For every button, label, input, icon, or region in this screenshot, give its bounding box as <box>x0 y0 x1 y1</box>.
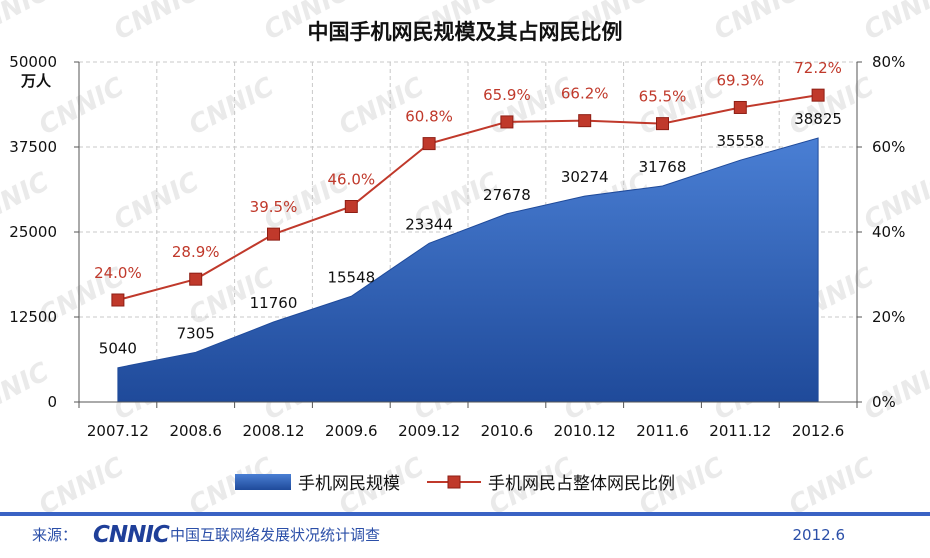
legend-label-line: 手机网民占整体网民比例 <box>488 474 675 494</box>
footer-source-label: 来源： <box>32 526 77 544</box>
watermark-text: CNNIC <box>634 72 729 141</box>
legend: 手机网民规模 手机网民占整体网民比例 <box>235 474 675 494</box>
area-series-shape <box>117 137 819 403</box>
x-tick-label: 2011.12 <box>709 422 771 440</box>
area-series <box>117 137 819 403</box>
left-tick-label: 50000 <box>9 53 57 71</box>
area-data-label: 38825 <box>794 110 842 128</box>
area-data-label: 7305 <box>177 324 215 342</box>
x-tick-label: 2012.6 <box>792 422 845 440</box>
watermark-text: CNNIC <box>484 72 579 141</box>
area-data-label: 15548 <box>327 268 375 286</box>
line-marker <box>733 100 747 114</box>
watermark-text: CNNIC <box>859 0 930 46</box>
left-tick-label: 37500 <box>9 138 57 156</box>
watermark-text: CNNIC <box>0 357 54 426</box>
right-tick-label: 60% <box>872 138 905 156</box>
line-data-label: 65.5% <box>639 88 687 106</box>
footer-divider <box>0 512 930 516</box>
watermark-text: CNNIC <box>0 0 54 46</box>
line-marker <box>500 115 514 129</box>
line-marker <box>111 293 125 307</box>
legend-marker-line <box>447 475 461 489</box>
right-tick-label: 0% <box>872 393 896 411</box>
x-tick-label: 2009.6 <box>325 422 378 440</box>
line-marker <box>189 272 203 286</box>
x-tick-label: 2011.6 <box>636 422 689 440</box>
area-data-labels: 5040 7305 11760 15548 23344 27678 30274 31768 35… <box>99 110 842 358</box>
line-marker <box>267 227 280 241</box>
watermark-text: CNNIC <box>709 0 804 46</box>
right-tick-label: 40% <box>872 223 905 241</box>
x-tick-label: 2010.12 <box>554 422 616 440</box>
left-axis-ticks: 0 12500 25000 37500 50000 <box>9 53 79 411</box>
x-tick-label: 2007.12 <box>87 422 149 440</box>
line-marker <box>811 88 825 102</box>
line-data-label: 28.9% <box>172 243 220 261</box>
line-marker <box>656 117 669 131</box>
area-data-label: 27678 <box>483 186 531 204</box>
cnnic-logo-text: CNNIC <box>93 522 170 548</box>
area-data-label: 31768 <box>639 158 687 176</box>
area-data-label: 11760 <box>250 294 298 312</box>
left-tick-label: 12500 <box>9 308 57 326</box>
x-tick-label: 2008.12 <box>242 422 304 440</box>
x-tick-label: 2009.12 <box>398 422 460 440</box>
line-data-label: 60.8% <box>405 108 453 126</box>
line-data-label: 24.0% <box>94 264 142 282</box>
line-series <box>111 88 825 307</box>
watermark-text: CNNIC <box>334 72 429 141</box>
area-data-label: 5040 <box>99 340 137 358</box>
line-data-labels: 24.0% 28.9% 39.5% 46.0% 60.8% 65.9% 66.2% 65.5%… <box>94 59 842 282</box>
watermark-text: CNNIC <box>784 452 879 521</box>
cnnic-logo: CNNIC <box>93 522 171 548</box>
right-axis-ticks: 0% 20% 40% 60% 80% <box>857 53 905 411</box>
line-marker <box>578 114 592 128</box>
watermark-text: CNNIC <box>34 452 129 521</box>
line-data-label: 39.5% <box>250 198 298 216</box>
left-tick-label: 0 <box>47 393 57 411</box>
x-axis-ticks: 2007.12 2008.6 2008.12 2009.6 2009.12 2010.6 2… <box>78 402 858 440</box>
area-data-label: 30274 <box>561 168 609 186</box>
footer-survey-name: 中国互联网络发展状况统计调查 <box>170 526 380 544</box>
x-tick-label: 2008.6 <box>169 422 222 440</box>
watermark-text: CNNIC <box>184 72 279 141</box>
left-tick-label: 25000 <box>9 223 57 241</box>
footer-date: 2012.6 <box>793 526 846 544</box>
line-marker <box>344 200 358 213</box>
line-data-label: 65.9% <box>483 86 531 104</box>
line-data-label: 69.3% <box>716 71 764 89</box>
right-tick-label: 80% <box>872 53 905 71</box>
line-series-path <box>117 94 819 301</box>
chart-title: 中国手机网民规模及其占网民比例 <box>308 20 623 44</box>
line-marker <box>422 137 436 151</box>
line-data-label: 66.2% <box>561 85 609 103</box>
watermark-text: CNNIC <box>784 72 879 141</box>
line-data-label: 46.0% <box>327 171 375 189</box>
right-tick-label: 20% <box>872 308 905 326</box>
legend-swatch-area <box>235 474 291 490</box>
area-data-label: 23344 <box>405 215 453 233</box>
watermark-text: CNNIC <box>109 0 204 46</box>
line-data-label: 72.2% <box>794 59 842 77</box>
watermark-text: CNNIC <box>859 357 930 426</box>
area-data-label: 35558 <box>716 132 764 150</box>
left-axis-unit: 万人 <box>20 72 52 90</box>
legend-label-area: 手机网民规模 <box>298 474 400 494</box>
x-tick-label: 2010.6 <box>481 422 534 440</box>
